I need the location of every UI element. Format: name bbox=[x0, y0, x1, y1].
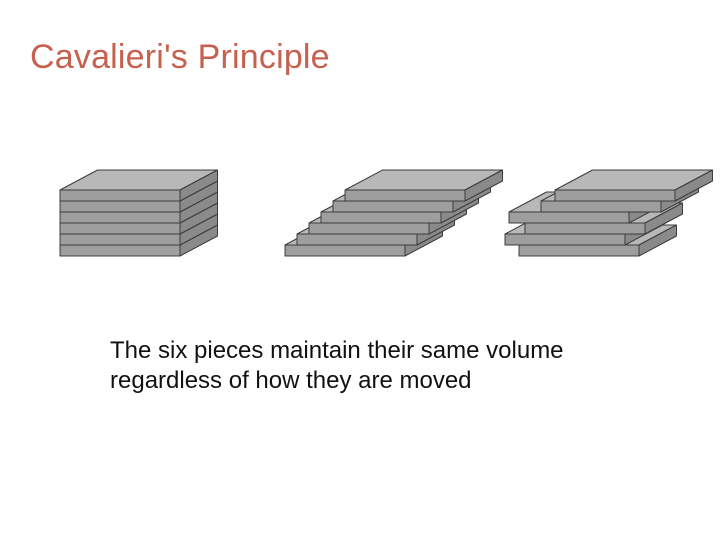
slab bbox=[60, 170, 218, 201]
slide: Cavalieri's Principle The six pieces mai… bbox=[0, 0, 720, 540]
slide-title: Cavalieri's Principle bbox=[30, 38, 330, 77]
slab bbox=[555, 170, 713, 201]
cavalieri-diagram bbox=[50, 150, 690, 320]
slide-caption: The six pieces maintain their same volum… bbox=[110, 336, 630, 396]
slab bbox=[345, 170, 503, 201]
